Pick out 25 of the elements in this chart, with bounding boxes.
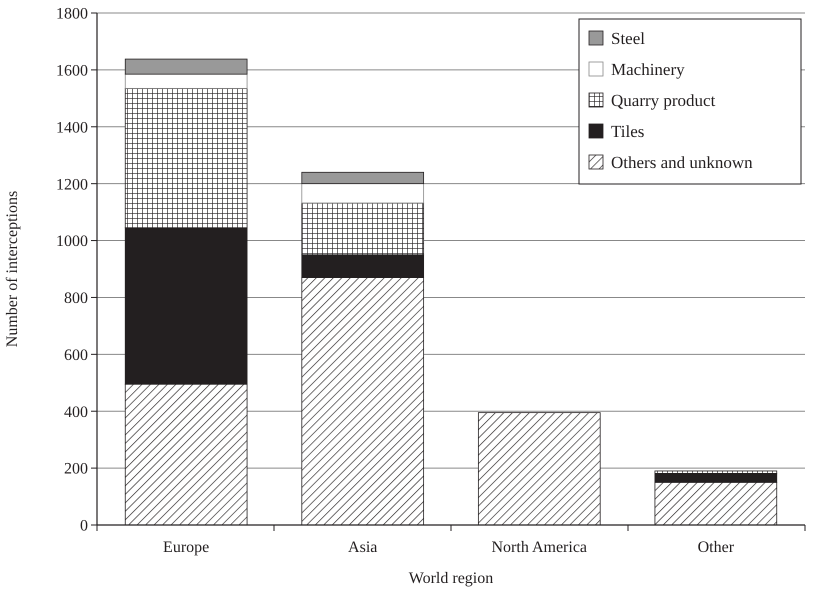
bar — [301, 172, 424, 184]
y-tick-label: 1200 — [56, 176, 88, 194]
y-tick-label: 400 — [64, 404, 88, 421]
y-tick-label: 0 — [80, 518, 88, 535]
x-axis-title: World region — [408, 570, 494, 587]
legend-label: Machinery — [611, 60, 686, 79]
legend-label: Others and unknown — [611, 153, 754, 172]
legend-label: Steel — [611, 29, 646, 48]
x-tick-label: Asia — [348, 539, 378, 556]
y-tick-label: 1000 — [56, 233, 88, 250]
y-tick-label: 200 — [64, 460, 88, 478]
y-tick-label: 1600 — [56, 62, 88, 80]
x-tick-label: Europe — [163, 539, 210, 556]
bar — [301, 183, 424, 204]
x-tick-label: Other — [698, 539, 735, 556]
y-tick-label: 800 — [64, 290, 88, 308]
y-tick-label: 600 — [64, 346, 88, 364]
legend-label: Tiles — [611, 122, 644, 141]
y-axis-title: Number of interceptions — [4, 190, 21, 348]
y-tick-label: 1800 — [56, 6, 88, 23]
y-tick-label: 1400 — [56, 119, 88, 136]
x-tick-label: North America — [492, 539, 588, 556]
legend-label: Quarry product — [611, 91, 716, 110]
bar — [124, 58, 248, 75]
bar — [124, 74, 248, 89]
